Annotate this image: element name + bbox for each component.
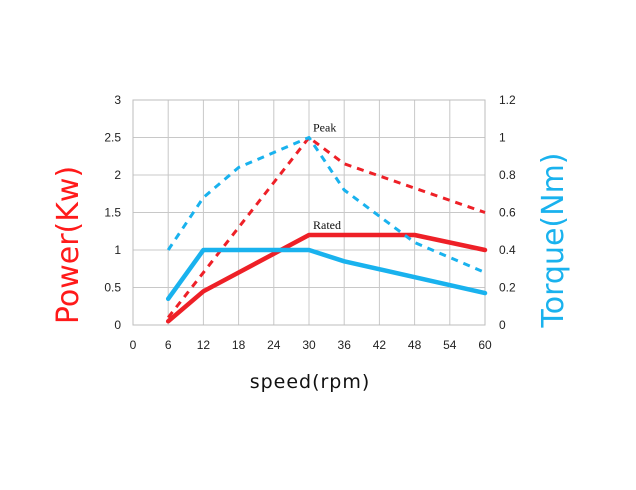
y-left-tick-label: 1	[114, 243, 121, 257]
series-group	[165, 136, 488, 324]
series-line-left-solid	[165, 232, 488, 324]
x-tick-label: 6	[165, 338, 172, 352]
annotation-peak: Peak	[313, 121, 336, 135]
x-tick-label: 48	[408, 338, 422, 352]
y-right-tick-label: 0.2	[499, 281, 516, 295]
x-tick-label: 18	[232, 338, 246, 352]
x-tick-label: 36	[338, 338, 352, 352]
series-line-right-dashed	[166, 136, 486, 274]
y-left-tick-label: 1.5	[104, 206, 121, 220]
x-tick-label: 42	[373, 338, 387, 352]
y-left-tick-label: 0	[114, 318, 121, 332]
y-left-tick-label: 3	[114, 93, 121, 107]
x-tick-label: 54	[443, 338, 457, 352]
x-tick-label: 30	[302, 338, 316, 352]
series-line-left-dashed	[167, 136, 486, 319]
y-left-tick-label: 2.5	[104, 131, 121, 145]
y-right-tick-label: 0.6	[499, 206, 516, 220]
x-tick-label: 12	[197, 338, 211, 352]
y-right-tick-label: 0	[499, 318, 506, 332]
x-tick-label: 60	[478, 338, 492, 352]
x-axis-label: speed(rpm)	[250, 371, 371, 393]
grid	[132, 99, 486, 326]
y-right-tick-label: 0.4	[499, 243, 516, 257]
annotation-rated: Rated	[313, 218, 341, 232]
y-axis-left-label: Power(Kw)	[51, 166, 86, 324]
series-line-right-solid	[165, 247, 488, 302]
y-left-tick-label: 0.5	[104, 281, 121, 295]
annotations: Peak Rated	[313, 121, 341, 233]
x-tick-label: 0	[130, 338, 137, 352]
y-right-tick-label: 1	[499, 131, 506, 145]
tick-labels: 0 6 12 18 24 30 36 42 48 54 6000.511.522.5300.20.4…	[104, 93, 516, 352]
y-right-tick-label: 1.2	[499, 93, 516, 107]
y-axis-right-label: Torque(Nm)	[536, 153, 571, 329]
x-tick-label: 24	[267, 338, 281, 352]
y-right-tick-label: 0.8	[499, 168, 516, 182]
y-left-tick-label: 2	[114, 168, 121, 182]
